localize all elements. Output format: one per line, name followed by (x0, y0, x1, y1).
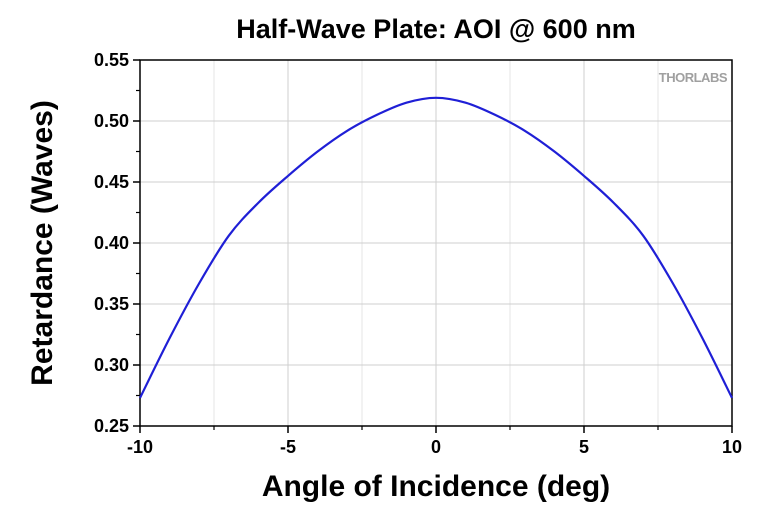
x-tick-label: -5 (280, 437, 296, 457)
grid (140, 60, 732, 426)
y-tick-label: 0.55 (94, 50, 129, 70)
y-axis-label: Retardance (Waves) (26, 100, 59, 386)
x-tick-label: -10 (127, 437, 153, 457)
y-tick-label: 0.40 (94, 233, 129, 253)
x-tick-label: 10 (722, 437, 742, 457)
y-tick-label: 0.35 (94, 294, 129, 314)
y-tick-label: 0.50 (94, 111, 129, 131)
x-tick-label: 5 (579, 437, 589, 457)
y-tick-label: 0.25 (94, 416, 129, 436)
chart-title: Half-Wave Plate: AOI @ 600 nm (236, 14, 635, 44)
thorlabs-logo: THORLABS (659, 70, 728, 85)
x-axis-label: Angle of Incidence (deg) (262, 470, 610, 503)
x-tick-label: 0 (431, 437, 441, 457)
y-tick-label: 0.30 (94, 355, 129, 375)
y-tick-label: 0.45 (94, 172, 129, 192)
axis-ticks: -10 -5 0 5 10 0.25 0.30 0.35 0.40 0.45 0.50 0.55 (94, 50, 742, 457)
